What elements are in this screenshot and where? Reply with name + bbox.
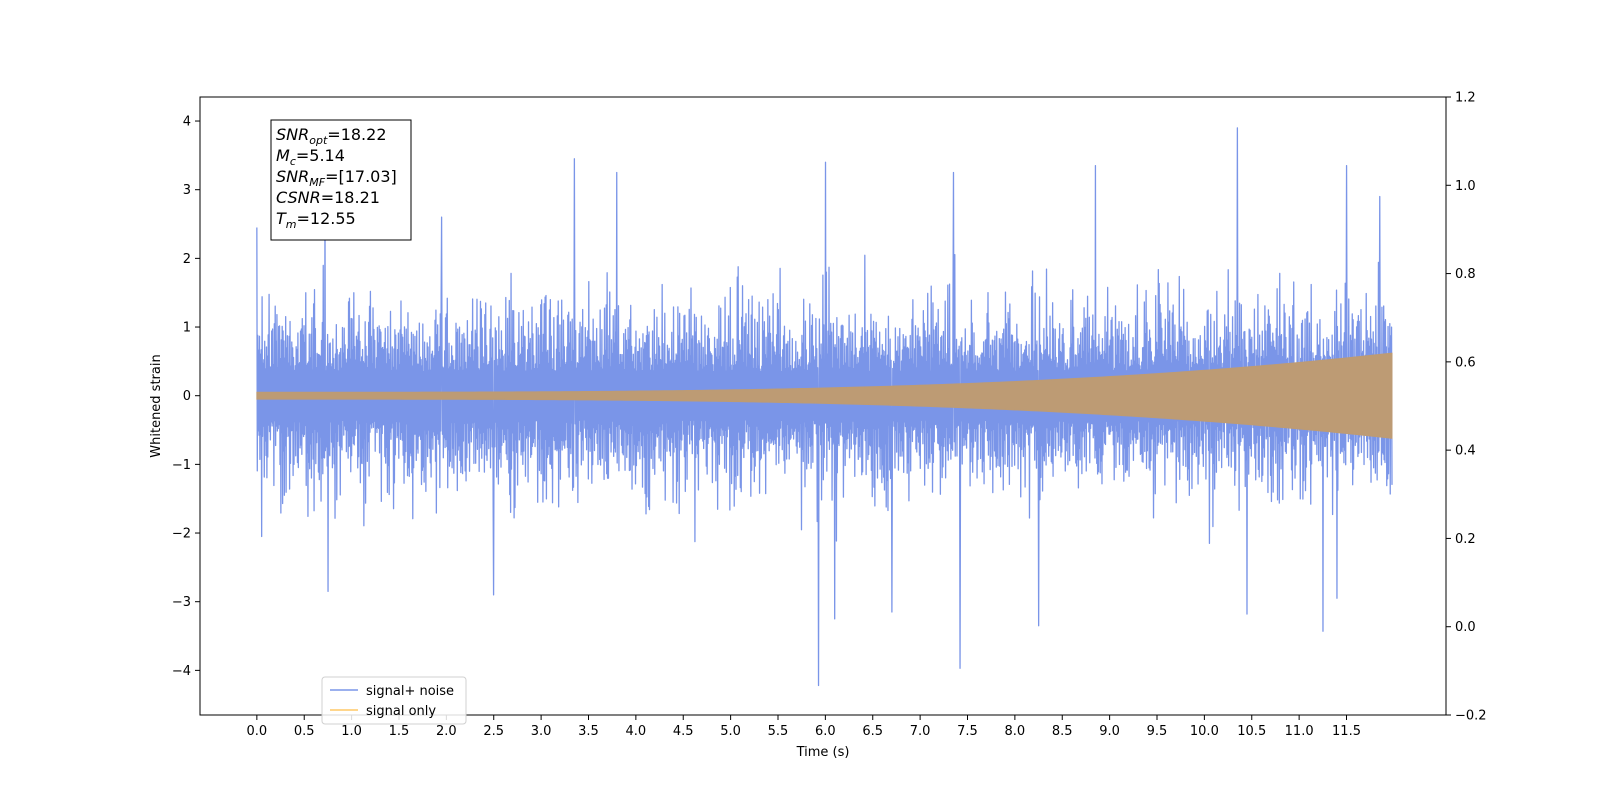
y2-tick-label: 0.8 bbox=[1455, 267, 1476, 282]
y2-tick-label: −0.2 bbox=[1455, 709, 1487, 724]
x-tick-label: 2.0 bbox=[436, 724, 457, 739]
x-tick-label: 9.5 bbox=[1147, 724, 1168, 739]
y2-tick-label: 1.2 bbox=[1455, 91, 1476, 106]
x-tick-label: 0.0 bbox=[247, 724, 268, 739]
y-axis-label: Whitened strain bbox=[149, 354, 164, 457]
x-tick-label: 4.5 bbox=[673, 724, 694, 739]
x-tick-label: 6.5 bbox=[862, 724, 883, 739]
y-tick-label: −1 bbox=[172, 458, 191, 473]
legend-label-signal-only: signal only bbox=[366, 704, 436, 719]
x-tick-label: 11.0 bbox=[1285, 724, 1314, 739]
y-tick-label: 0 bbox=[183, 389, 191, 404]
x-tick-label: 11.5 bbox=[1332, 724, 1361, 739]
x-tick-label: 2.5 bbox=[483, 724, 504, 739]
y2-tick-label: 0.6 bbox=[1455, 355, 1476, 370]
legend-label-signal-noise: signal+ noise bbox=[366, 684, 454, 699]
annotation-line: SNRopt=18.22 bbox=[276, 125, 387, 147]
y2-tick-label: 0.2 bbox=[1455, 532, 1476, 547]
x-tick-label: 10.5 bbox=[1237, 724, 1266, 739]
y2-tick-label: 1.0 bbox=[1455, 179, 1476, 194]
annotation-frame bbox=[270, 119, 412, 241]
y-tick-label: 4 bbox=[183, 115, 191, 130]
y2-tick-label: 0.4 bbox=[1455, 444, 1476, 459]
x-tick-label: 3.5 bbox=[578, 724, 599, 739]
y-tick-label: −3 bbox=[172, 595, 191, 610]
axes-layer: 0.0 0.5 1.0 1.5 2.0 2.5 3.0 3.5 4.0 4.5 5.0 5.5 6.0 6… bbox=[172, 91, 1487, 740]
x-tick-label: 6.0 bbox=[815, 724, 836, 739]
plot-layer bbox=[256, 127, 1393, 687]
legend: signal+ noise signal only bbox=[321, 676, 467, 725]
annotation-line: Tm=12.55 bbox=[276, 209, 356, 231]
x-tick-label: 8.5 bbox=[1052, 724, 1073, 739]
y2-tick-label: 0.0 bbox=[1455, 620, 1476, 635]
x-tick-label: 5.0 bbox=[720, 724, 741, 739]
plot-frame bbox=[199, 96, 1447, 716]
legend-frame bbox=[321, 676, 467, 725]
x-tick-label: 10.0 bbox=[1190, 724, 1219, 739]
x-tick-label: 9.0 bbox=[1099, 724, 1120, 739]
y-tick-label: −2 bbox=[172, 527, 191, 542]
annotation-line: CSNR=18.21 bbox=[276, 188, 380, 207]
annotation-line: Mc=5.14 bbox=[276, 146, 345, 168]
y-tick-label: 3 bbox=[183, 183, 191, 198]
x-tick-label: 8.0 bbox=[1005, 724, 1026, 739]
x-tick-label: 7.0 bbox=[910, 724, 931, 739]
y-tick-label: −4 bbox=[172, 664, 191, 679]
x-tick-label: 0.5 bbox=[294, 724, 315, 739]
annotation-line: SNRMF=[17.03] bbox=[276, 167, 397, 189]
series-signal-only bbox=[256, 352, 1393, 439]
y-tick-label: 2 bbox=[183, 252, 191, 267]
annotation-box: SNRopt=18.22Mc=5.14SNRMF=[17.03]CSNR=18.… bbox=[270, 119, 412, 241]
x-tick-label: 7.5 bbox=[957, 724, 978, 739]
y-tick-label: 1 bbox=[183, 321, 191, 336]
x-tick-label: 1.5 bbox=[389, 724, 410, 739]
x-tick-label: 4.0 bbox=[626, 724, 647, 739]
x-tick-label: 5.5 bbox=[768, 724, 789, 739]
x-tick-label: 3.0 bbox=[531, 724, 552, 739]
x-tick-label: 1.0 bbox=[341, 724, 362, 739]
x-axis-label: Time (s) bbox=[796, 745, 850, 760]
